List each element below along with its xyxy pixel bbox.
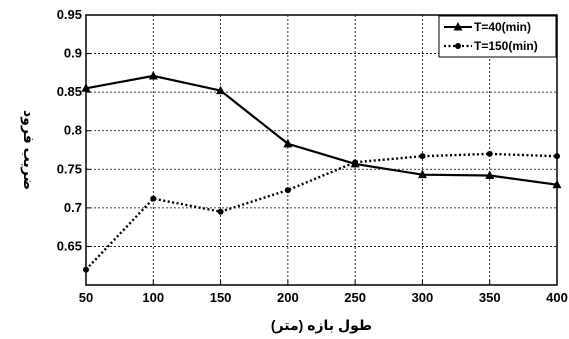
y-tick-label: 0.65 <box>57 238 82 253</box>
data-point-triangle <box>552 179 562 189</box>
x-tick-label: 350 <box>479 290 501 305</box>
data-point-circle <box>486 150 493 157</box>
x-tick-label: 400 <box>546 290 568 305</box>
data-point-circle <box>352 159 359 166</box>
data-point-circle <box>83 266 89 273</box>
axis-ticks: 50 100 150 200 250 300 350 400 0.65 0.7 0.75 0.8 0.8… <box>57 7 568 305</box>
x-tick-label: 150 <box>210 290 232 305</box>
data-point-triangle <box>81 83 91 92</box>
legend-marker-triangle <box>453 22 463 31</box>
x-tick-label: 100 <box>142 290 164 305</box>
data-point-triangle <box>417 169 427 179</box>
series-line-0 <box>85 74 558 186</box>
y-tick-label: 0.8 <box>64 123 82 138</box>
data-point-circle <box>419 153 426 160</box>
legend-box <box>438 15 557 58</box>
x-axis-label: طول بازه (متر) <box>271 317 372 334</box>
data-point-triangle <box>283 138 293 148</box>
y-tick-label: 0.95 <box>57 7 82 22</box>
x-tick-label: 250 <box>344 290 366 305</box>
y-axis-label: ضریب فرود <box>20 110 37 190</box>
legend-entry-t150: T=150(min) <box>474 39 538 53</box>
y-tick-label: 0.75 <box>57 161 82 176</box>
series-layer <box>81 70 562 273</box>
legend-marker-circle <box>455 43 461 49</box>
series-line-1 <box>85 152 558 271</box>
legend: T=40(min) T=150(min) <box>438 15 557 58</box>
data-point-circle <box>217 208 224 215</box>
y-tick-label: 0.85 <box>57 84 82 99</box>
data-point-circle <box>284 187 291 194</box>
x-tick-label: 50 <box>79 290 93 305</box>
data-point-circle <box>150 195 157 202</box>
data-point-triangle <box>485 170 495 179</box>
y-tick-label: 0.9 <box>64 46 82 61</box>
data-point-triangle <box>216 85 226 95</box>
plot-area-frame <box>85 14 558 286</box>
data-point-circle <box>554 153 560 160</box>
legend-entry-t40: T=40(min) <box>474 20 531 34</box>
data-point-triangle <box>148 70 158 80</box>
y-tick-label: 0.7 <box>64 200 82 215</box>
x-tick-label: 200 <box>277 290 299 305</box>
x-tick-label: 300 <box>412 290 434 305</box>
